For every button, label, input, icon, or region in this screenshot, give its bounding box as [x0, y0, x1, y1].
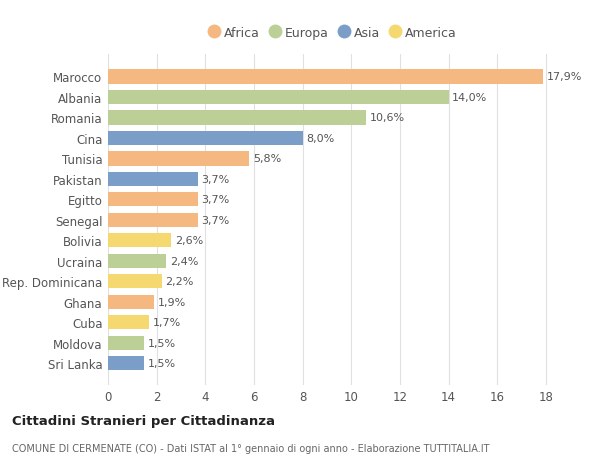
Bar	[108, 295, 154, 309]
Text: 3,7%: 3,7%	[202, 195, 230, 205]
Text: 1,5%: 1,5%	[148, 338, 176, 348]
Bar	[108, 152, 249, 166]
Text: 5,8%: 5,8%	[253, 154, 281, 164]
Text: 1,5%: 1,5%	[148, 358, 176, 369]
Text: 3,7%: 3,7%	[202, 215, 230, 225]
Legend: Africa, Europa, Asia, America: Africa, Europa, Asia, America	[204, 22, 462, 45]
Text: 2,2%: 2,2%	[165, 277, 194, 286]
Text: 2,6%: 2,6%	[175, 236, 203, 246]
Bar	[108, 315, 149, 330]
Text: 8,0%: 8,0%	[306, 134, 334, 144]
Text: 2,4%: 2,4%	[170, 256, 199, 266]
Bar	[108, 274, 161, 289]
Bar	[108, 254, 166, 269]
Bar	[108, 90, 449, 105]
Text: 14,0%: 14,0%	[452, 93, 487, 103]
Bar	[108, 193, 198, 207]
Text: 1,9%: 1,9%	[158, 297, 186, 307]
Bar	[108, 234, 171, 248]
Text: 1,7%: 1,7%	[153, 318, 181, 328]
Text: Cittadini Stranieri per Cittadinanza: Cittadini Stranieri per Cittadinanza	[12, 414, 275, 428]
Bar	[108, 172, 198, 187]
Text: 3,7%: 3,7%	[202, 174, 230, 185]
Bar	[108, 356, 145, 370]
Text: 10,6%: 10,6%	[370, 113, 404, 123]
Bar	[108, 111, 366, 125]
Text: COMUNE DI CERMENATE (CO) - Dati ISTAT al 1° gennaio di ogni anno - Elaborazione : COMUNE DI CERMENATE (CO) - Dati ISTAT al…	[12, 443, 490, 453]
Bar	[108, 213, 198, 228]
Text: 17,9%: 17,9%	[547, 72, 583, 82]
Bar	[108, 131, 302, 146]
Bar	[108, 70, 544, 84]
Bar	[108, 336, 145, 350]
